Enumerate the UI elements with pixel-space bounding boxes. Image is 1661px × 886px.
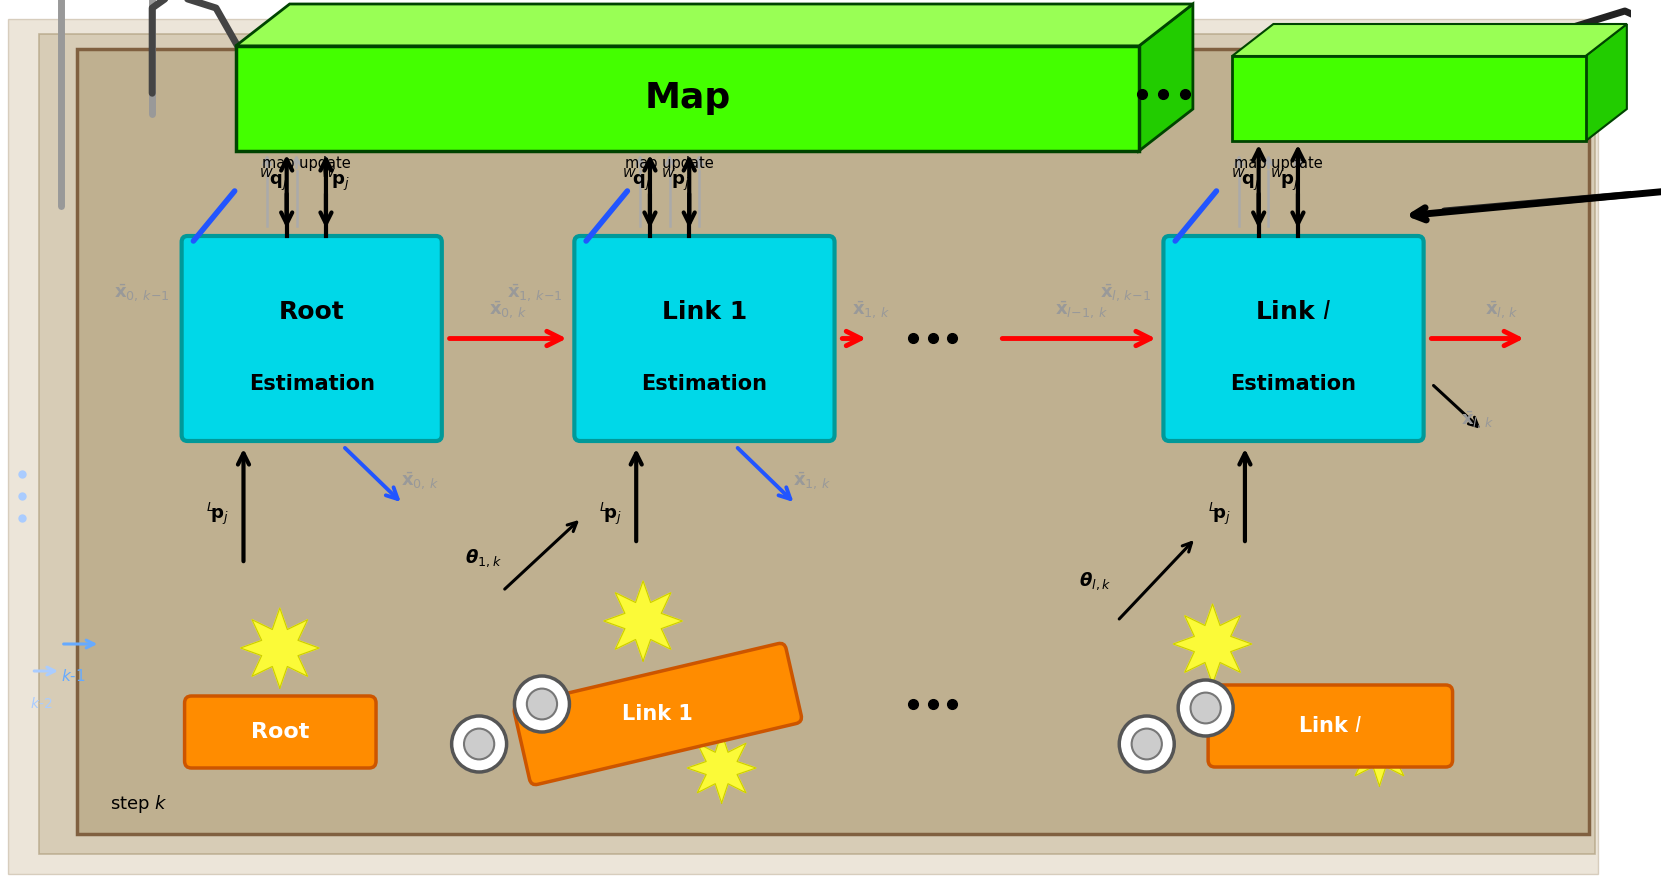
Text: Estimation: Estimation xyxy=(249,374,375,393)
Text: $\bar{\mathbf{x}}_{l,\, k}$: $\bar{\mathbf{x}}_{l,\, k}$ xyxy=(1462,410,1495,431)
Bar xyxy=(236,46,1139,151)
Text: Link 1: Link 1 xyxy=(623,704,693,724)
Polygon shape xyxy=(241,608,319,688)
Text: Link $l$: Link $l$ xyxy=(1256,299,1332,324)
Text: $k$-2: $k$-2 xyxy=(30,696,53,711)
Text: ${}^{W}\!\mathbf{p}_j$: ${}^{W}\!\mathbf{p}_j$ xyxy=(1269,167,1299,193)
Text: Map: Map xyxy=(644,82,731,115)
Polygon shape xyxy=(1173,604,1252,684)
Polygon shape xyxy=(236,4,1193,46)
Text: $\bar{\mathbf{x}}_{0,\, k}$: $\bar{\mathbf{x}}_{0,\, k}$ xyxy=(400,470,439,492)
Polygon shape xyxy=(605,581,683,661)
Text: $\bar{\mathbf{x}}_{0,\, k}$: $\bar{\mathbf{x}}_{0,\, k}$ xyxy=(488,299,527,321)
Polygon shape xyxy=(688,733,756,803)
Text: ${}^{W}\!\mathbf{p}_j$: ${}^{W}\!\mathbf{p}_j$ xyxy=(661,167,689,193)
Polygon shape xyxy=(1139,4,1193,151)
Text: Link 1: Link 1 xyxy=(661,299,747,324)
Text: ${}^{L}\!\mathbf{p}_j$: ${}^{L}\!\mathbf{p}_j$ xyxy=(206,501,229,527)
FancyBboxPatch shape xyxy=(1163,236,1423,441)
Text: Link $l$: Link $l$ xyxy=(1299,716,1362,736)
Polygon shape xyxy=(1586,24,1626,141)
Text: $\bar{\mathbf{x}}_{l,\, k}$: $\bar{\mathbf{x}}_{l,\, k}$ xyxy=(1485,299,1518,321)
Text: Estimation: Estimation xyxy=(1231,374,1357,393)
Text: $\bar{\mathbf{x}}_{l\!-\!1,\, k}$: $\bar{\mathbf{x}}_{l\!-\!1,\, k}$ xyxy=(1055,299,1108,321)
Text: $\bar{\mathbf{x}}_{1,\, k}$: $\bar{\mathbf{x}}_{1,\, k}$ xyxy=(852,299,890,321)
Text: $\boldsymbol{\theta}_{l,k}$: $\boldsymbol{\theta}_{l,k}$ xyxy=(1078,571,1111,592)
Text: Root: Root xyxy=(251,722,309,742)
FancyBboxPatch shape xyxy=(181,236,442,441)
Circle shape xyxy=(452,716,507,772)
FancyBboxPatch shape xyxy=(515,643,802,785)
Text: $\bar{\mathbf{x}}_{1,\, k\!-\!1}$: $\bar{\mathbf{x}}_{1,\, k\!-\!1}$ xyxy=(507,283,563,304)
Text: ${}^{W}\!\mathbf{q}_j$: ${}^{W}\!\mathbf{q}_j$ xyxy=(259,167,287,193)
Text: ${}^{W}\!\mathbf{p}_j$: ${}^{W}\!\mathbf{p}_j$ xyxy=(321,167,350,193)
Text: map update: map update xyxy=(625,157,714,172)
Text: $\bar{\mathbf{x}}_{l,\, k\!-\!1}$: $\bar{\mathbf{x}}_{l,\, k\!-\!1}$ xyxy=(1100,283,1151,304)
Circle shape xyxy=(1178,680,1232,736)
Text: $\boldsymbol{\theta}_{1,k}$: $\boldsymbol{\theta}_{1,k}$ xyxy=(465,548,502,569)
Text: map update: map update xyxy=(262,157,350,172)
Text: ${}^{W}\!\mathbf{q}_j$: ${}^{W}\!\mathbf{q}_j$ xyxy=(1231,167,1259,193)
Text: $\bar{\mathbf{x}}_{1,\, k}$: $\bar{\mathbf{x}}_{1,\, k}$ xyxy=(794,470,830,492)
Circle shape xyxy=(1191,693,1221,723)
Circle shape xyxy=(527,688,556,719)
Text: Estimation: Estimation xyxy=(641,374,767,393)
Text: ${}^{L}\!\mathbf{p}_j$: ${}^{L}\!\mathbf{p}_j$ xyxy=(600,501,623,527)
Polygon shape xyxy=(1345,716,1414,786)
Text: ${}^{L}\!\mathbf{p}_j$: ${}^{L}\!\mathbf{p}_j$ xyxy=(1208,501,1231,527)
Text: ${}^{W}\!\mathbf{q}_j$: ${}^{W}\!\mathbf{q}_j$ xyxy=(621,167,651,193)
Circle shape xyxy=(1131,728,1161,759)
Polygon shape xyxy=(1232,24,1626,56)
Circle shape xyxy=(463,728,495,759)
Text: step $k$: step $k$ xyxy=(110,793,168,815)
FancyBboxPatch shape xyxy=(1208,685,1453,767)
Text: $k$-1: $k$-1 xyxy=(61,668,86,684)
Circle shape xyxy=(1120,716,1174,772)
Text: $\bar{\mathbf{x}}_{0,\, k\!-\!1}$: $\bar{\mathbf{x}}_{0,\, k\!-\!1}$ xyxy=(115,283,169,304)
FancyBboxPatch shape xyxy=(575,236,834,441)
FancyBboxPatch shape xyxy=(184,696,375,768)
Bar xyxy=(76,49,1588,834)
Text: Root: Root xyxy=(279,299,344,324)
Text: map update: map update xyxy=(1234,157,1322,172)
Circle shape xyxy=(515,676,570,732)
Bar xyxy=(1232,56,1586,141)
